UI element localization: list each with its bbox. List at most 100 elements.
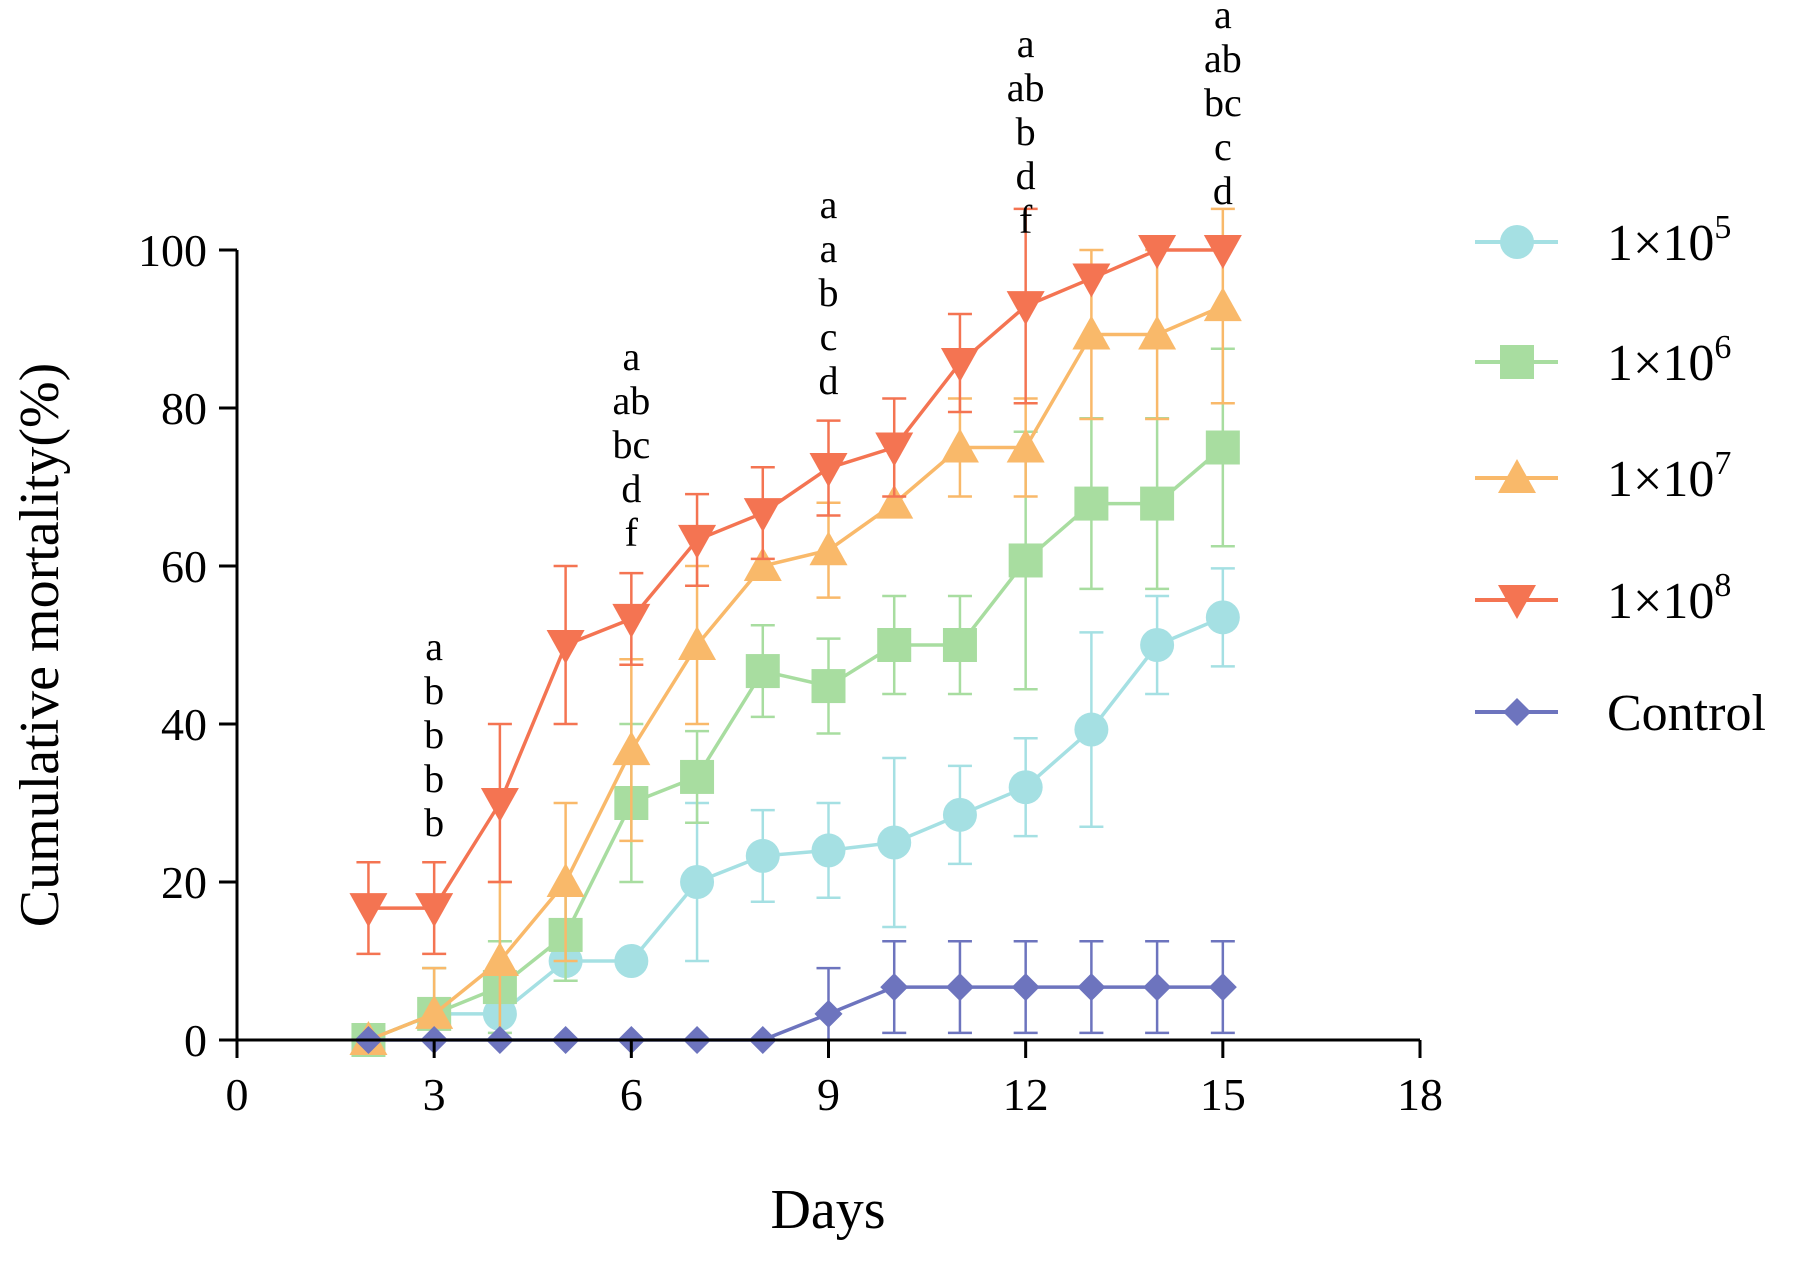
data-point [940, 347, 979, 382]
legend-marker [1498, 459, 1536, 493]
data-point [1074, 486, 1109, 521]
significance-letter: d [1016, 153, 1036, 198]
data-point [1138, 315, 1177, 350]
data-point [678, 524, 717, 559]
x-tick-label: 18 [1397, 1069, 1443, 1120]
data-point [745, 654, 780, 689]
data-point [1011, 973, 1040, 1002]
data-point [415, 893, 454, 928]
data-point [875, 432, 914, 467]
legend-item-0: 1×105 [1475, 209, 1731, 272]
significance-letter: bc [612, 422, 650, 467]
legend-marker [1503, 698, 1531, 726]
significance-letter: ab [1204, 36, 1242, 81]
legend-marker [1500, 345, 1534, 379]
significance-letter: b [1016, 109, 1036, 154]
y-tick-label: 100 [138, 225, 207, 276]
data-point [877, 628, 912, 662]
significance-letter: a [622, 334, 640, 379]
x-tick-label: 6 [620, 1069, 643, 1120]
data-point [678, 626, 717, 660]
data-point [612, 731, 651, 766]
data-point [942, 797, 977, 832]
significance-letter: c [1214, 124, 1232, 169]
data-point [809, 531, 848, 566]
y-tick-label: 20 [161, 857, 207, 908]
data-point [1006, 291, 1045, 326]
x-tick-label: 9 [817, 1069, 840, 1120]
x-tick-label: 0 [226, 1069, 249, 1120]
x-tick-label: 12 [1003, 1069, 1049, 1120]
data-point [680, 759, 715, 794]
data-point [811, 833, 846, 868]
legend-exponent: 5 [1714, 209, 1731, 246]
data-point [480, 942, 519, 976]
significance-letter: b [424, 668, 444, 713]
legend-item-1: 1×106 [1475, 329, 1731, 392]
data-point [880, 973, 909, 1002]
legend-item-4: Control [1475, 685, 1766, 742]
significance-letter: a [425, 624, 443, 669]
data-point [1077, 973, 1106, 1002]
series-line [367, 304, 1224, 1042]
data-point [1205, 600, 1240, 635]
legend-marker [1498, 585, 1536, 619]
significance-letter: ab [1007, 65, 1045, 110]
data-point [940, 428, 979, 463]
y-tick-label: 40 [161, 699, 207, 750]
axis-ticks: 0 3 6 9 12 15 18 0 20 40 60 80 100 [138, 225, 1443, 1120]
significance-letter: b [424, 800, 444, 845]
significance-letter: a [1214, 0, 1232, 37]
significance-letter: f [625, 510, 639, 555]
data-point [877, 825, 912, 860]
significance-letter: b [424, 712, 444, 757]
data-point [612, 603, 651, 638]
data-point [1143, 973, 1172, 1002]
significance-letter: f [1019, 197, 1033, 242]
legend-label: 1×106 [1607, 329, 1731, 392]
data-point [1072, 263, 1111, 298]
data-point [1203, 287, 1242, 322]
series-1 [351, 347, 1240, 1057]
legend-exponent: 6 [1714, 329, 1731, 366]
significance-letter: c [820, 314, 838, 359]
data-point [942, 628, 977, 662]
x-axis-title: Days [770, 1179, 885, 1241]
data-point [680, 865, 715, 899]
series-3 [349, 207, 1242, 956]
series-2 [349, 207, 1242, 1055]
data-point [743, 547, 782, 581]
y-tick-label: 60 [161, 541, 207, 592]
significance-letter: bc [1204, 80, 1242, 125]
data-point [745, 838, 780, 873]
legend-item-3: 1×108 [1475, 567, 1731, 630]
data-point [614, 944, 649, 978]
data-point [743, 498, 782, 533]
significance-letter: d [1213, 168, 1233, 213]
legend-item-2: 1×107 [1475, 445, 1731, 508]
y-axis-title: Cumulative mortality(%) [9, 363, 71, 928]
legend-marker [1500, 225, 1534, 259]
data-point [546, 630, 585, 664]
significance-letter: d [819, 358, 839, 403]
legend-exponent: 8 [1714, 567, 1731, 604]
data-point [811, 669, 846, 704]
significance-letter: b [424, 756, 444, 801]
y-tick-label: 80 [161, 383, 207, 434]
legend-label: 1×105 [1607, 209, 1731, 272]
plot-series [349, 207, 1242, 1057]
legend: 1×105 1×106 1×107 1×108 Control [1475, 209, 1766, 742]
data-point [945, 973, 974, 1002]
data-point [349, 893, 388, 928]
data-point [1140, 486, 1175, 521]
data-point [1138, 235, 1177, 269]
data-point [1008, 543, 1043, 578]
y-tick-label: 0 [184, 1015, 207, 1066]
data-point [1205, 430, 1240, 465]
data-point [1203, 235, 1242, 269]
data-point [480, 788, 519, 822]
data-point [1140, 628, 1175, 662]
data-point [1208, 973, 1237, 1002]
